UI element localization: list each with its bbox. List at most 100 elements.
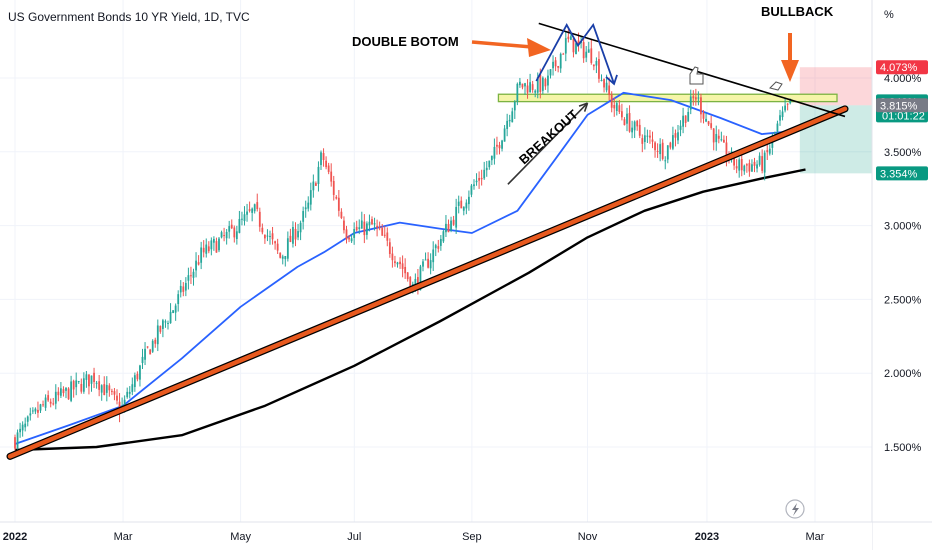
candle-body (539, 74, 542, 92)
candle (521, 83, 524, 90)
candle-body (521, 83, 524, 88)
candle (682, 107, 684, 134)
lightning-icon (792, 503, 799, 516)
candle-body (748, 163, 751, 172)
candle (628, 105, 631, 133)
candle-body (162, 320, 164, 329)
candle-body (24, 423, 27, 428)
candle-body (519, 81, 521, 86)
candle-body (743, 165, 746, 172)
candle (184, 277, 187, 297)
candle-body (774, 132, 776, 134)
price-axis[interactable]: % (871, 0, 932, 550)
candle-body (623, 119, 626, 126)
candle-body (307, 202, 310, 209)
candle (251, 207, 254, 222)
time-axis[interactable] (0, 521, 932, 550)
candle (483, 161, 486, 180)
candle-body (213, 238, 215, 243)
candle (348, 234, 350, 243)
candle-body (513, 101, 516, 111)
candle-body (684, 115, 687, 123)
candle (508, 114, 511, 127)
candle-body (531, 84, 534, 90)
candle (207, 241, 210, 254)
candle-body (485, 167, 488, 171)
candle-body (465, 202, 468, 209)
candle (235, 225, 238, 245)
candle-body (758, 155, 761, 165)
candle (335, 195, 338, 200)
candle (659, 138, 662, 162)
price-tag: 3.354% (876, 166, 928, 181)
candle (57, 387, 60, 402)
time-axis-label: Jul (347, 531, 361, 543)
candle (98, 375, 101, 397)
candle-body (473, 184, 475, 187)
candle-body (738, 159, 741, 171)
candle-body (258, 211, 261, 227)
candle-body (241, 218, 243, 220)
candle (253, 203, 256, 214)
candle-body (575, 43, 577, 55)
price-axis-label: 4.000% (884, 73, 922, 85)
candle-body (677, 132, 679, 141)
candle-body (88, 374, 90, 387)
candle-body (256, 202, 259, 210)
candle-body (72, 380, 75, 390)
candle (562, 52, 565, 55)
candle-body (445, 223, 447, 233)
candle (394, 255, 396, 267)
candle (646, 129, 649, 143)
candle-body (717, 135, 720, 139)
candle-body (595, 61, 598, 66)
candle (144, 342, 146, 366)
candle-body (710, 123, 713, 128)
candle-body (340, 211, 343, 218)
candle (623, 117, 626, 126)
candle-body (235, 231, 238, 240)
candle (39, 403, 42, 413)
candle-body (113, 391, 116, 395)
candle-body (136, 373, 139, 380)
candle (355, 220, 358, 232)
candle-body (31, 410, 34, 412)
candle-body (363, 221, 366, 236)
candle-body (269, 236, 271, 238)
candle (205, 238, 208, 258)
candle (694, 88, 697, 106)
candle (133, 372, 136, 392)
candle (684, 115, 687, 128)
candle (141, 348, 144, 370)
candle-body (65, 387, 67, 391)
thumbs-up-icon (689, 66, 704, 85)
candle (712, 128, 715, 151)
candle (399, 257, 401, 269)
replay-button[interactable] (785, 499, 805, 519)
price-tag: 3.815% (876, 98, 928, 113)
candle (633, 120, 636, 138)
candle-body (19, 428, 21, 433)
candle-body (547, 75, 549, 86)
candle (220, 230, 223, 239)
candle (182, 282, 185, 297)
candle-body (355, 226, 358, 231)
price-tag-bg (876, 60, 928, 75)
candle-body (631, 127, 633, 133)
candle-body (271, 233, 274, 240)
candle (447, 219, 450, 233)
candle (26, 415, 29, 427)
candle (116, 389, 118, 405)
candle-body (399, 261, 401, 265)
candle-body (82, 378, 85, 392)
candle (37, 401, 39, 418)
reward-zone (799, 105, 872, 174)
candle (164, 319, 167, 328)
candle-body (182, 286, 185, 292)
candle (575, 43, 577, 55)
candle (31, 407, 34, 414)
candle (592, 64, 595, 71)
candle-body (312, 181, 315, 191)
candle-body (694, 97, 697, 100)
